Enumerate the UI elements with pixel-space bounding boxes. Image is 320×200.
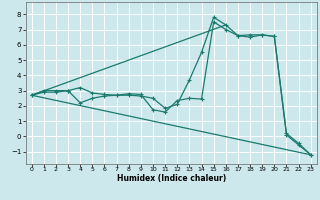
X-axis label: Humidex (Indice chaleur): Humidex (Indice chaleur) xyxy=(116,174,226,183)
